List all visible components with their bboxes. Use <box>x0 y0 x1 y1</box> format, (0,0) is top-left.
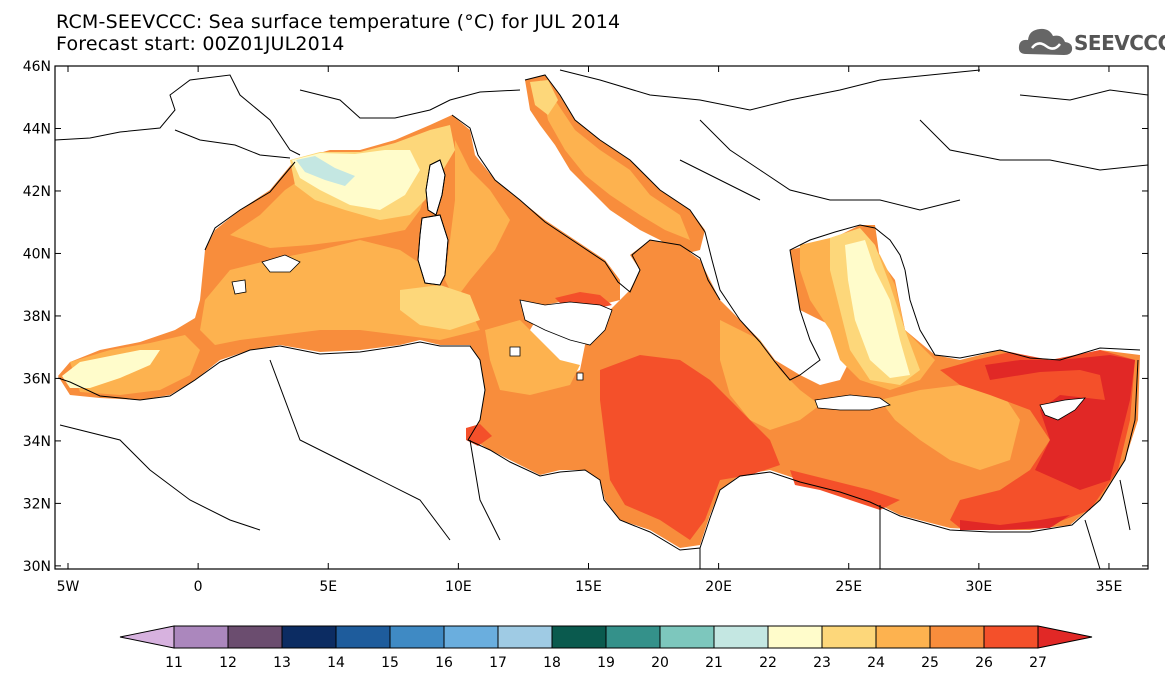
colorbar-swatch <box>605 625 661 649</box>
colorbar-swatch <box>281 625 337 649</box>
lat-tick-label: 46N <box>23 59 51 75</box>
hot-zones <box>960 355 1135 530</box>
islands <box>231 159 1086 421</box>
colorbar-swatch <box>821 625 877 649</box>
coastline-balkans <box>599 139 906 381</box>
levantine-warm-core <box>985 355 1135 490</box>
ionian-libyan-warm <box>600 355 780 540</box>
colorbar-swatch <box>659 625 715 649</box>
aegean-cool <box>845 240 910 378</box>
colorbar-swatch <box>389 625 445 649</box>
borders-africa <box>59 359 1131 569</box>
colorbar-label: 18 <box>543 655 561 671</box>
lon-tick-label: 10E <box>445 579 472 595</box>
colorbar-swatch <box>173 625 229 649</box>
gulf-of-lion-coldest <box>296 156 355 186</box>
colorbar-swatch <box>497 625 553 649</box>
sicilian-islet <box>509 346 521 357</box>
ionian-south-moderate <box>720 320 820 430</box>
colorbar-swatch <box>713 625 769 649</box>
lon-tick-label: 15E <box>575 579 602 595</box>
colorbar-label: 11 <box>165 655 183 671</box>
colorbar-swatch <box>227 625 283 649</box>
lat-tick-label: 38N <box>23 309 51 325</box>
chart-title: RCM-SEEVCCC: Sea surface temperature (°C… <box>56 11 621 33</box>
colorbar-label: 20 <box>651 655 669 671</box>
colorbar-label: 24 <box>867 655 885 671</box>
colorbar-label: 19 <box>597 655 615 671</box>
lat-tick-label: 32N <box>23 496 51 512</box>
colorbar-label: 16 <box>435 655 453 671</box>
colorbar-label: 15 <box>381 655 399 671</box>
seevccc-logo: SEEVCCC <box>1018 22 1165 62</box>
latitude-axis: 30N 32N 34N 36N 38N 40N 42N 44N 46N <box>23 59 1148 575</box>
lon-tick-label: 20E <box>705 579 732 595</box>
colorbar-label: 14 <box>327 655 345 671</box>
colorbar-label: 25 <box>921 655 939 671</box>
lat-tick-label: 36N <box>23 371 51 387</box>
colorbar-swatch <box>335 625 391 649</box>
lon-tick-label: 0 <box>194 579 203 595</box>
coastline-levant-africa <box>279 341 1139 551</box>
forecast-start-subtitle: Forecast start: 00Z01JUL2014 <box>56 33 345 55</box>
colorbar-arrow-low <box>119 625 175 649</box>
colorbar-swatch <box>983 625 1039 649</box>
cyprus <box>1039 397 1086 421</box>
coastline-iberia-france <box>55 74 301 401</box>
lat-tick-label: 44N <box>23 121 51 137</box>
crete <box>814 394 891 411</box>
lon-tick-label: 25E <box>835 579 862 595</box>
adriatic-north-moderate <box>540 80 690 240</box>
coastline-turkey <box>904 269 1141 361</box>
lat-tick-label: 42N <box>23 184 51 200</box>
levant-moderate <box>880 385 1020 470</box>
lat-tick-label: 30N <box>23 559 51 575</box>
sicily-strait-cool <box>400 285 480 330</box>
libyan-coast-warm <box>790 470 900 510</box>
cloud-icon <box>1018 28 1073 55</box>
sardinia-corsica-outline <box>417 159 449 286</box>
lat-tick-label: 40N <box>23 246 51 262</box>
cool-zones <box>62 80 920 388</box>
colorbar-swatch <box>767 625 823 649</box>
coastline-italy <box>451 74 721 301</box>
colorbar-arrow-high <box>1037 625 1093 649</box>
map-frame <box>54 65 1149 570</box>
colorbar-label: 13 <box>273 655 291 671</box>
lon-tick-label: 5W <box>57 579 80 595</box>
longitude-axis: 5W 0 5E 10E 15E 20E 25E 30E 35E <box>57 66 1123 595</box>
ibiza <box>231 279 247 295</box>
gulf-of-gabes-warm <box>466 424 492 446</box>
lat-tick-label: 34N <box>23 434 51 450</box>
lon-tick-label: 35E <box>1096 579 1123 595</box>
colorbar-label: 27 <box>1029 655 1047 671</box>
colorbar-label: 21 <box>705 655 723 671</box>
mallorca <box>261 254 301 273</box>
tyrrhenian-moderate <box>445 140 510 300</box>
malta <box>576 372 584 381</box>
colorbar: 11 12 13 14 15 16 17 18 19 20 21 22 23 24 25 26 27 <box>119 625 1093 671</box>
sicily <box>519 299 613 346</box>
colorbar-swatch <box>443 625 499 649</box>
logo-text: SEEVCCC <box>1074 31 1165 55</box>
levant-south-hot <box>960 515 1070 530</box>
coastlines <box>55 69 1148 569</box>
colorbar-swatch <box>929 625 985 649</box>
colorbar-swatch <box>875 625 931 649</box>
colorbar-label: 12 <box>219 655 237 671</box>
colorbar-label: 23 <box>813 655 831 671</box>
colorbar-label: 17 <box>489 655 507 671</box>
lon-tick-label: 30E <box>966 579 993 595</box>
adriatic-head-cool <box>530 80 558 115</box>
alboran-cool <box>62 350 160 388</box>
colorbar-label: 22 <box>759 655 777 671</box>
sicily-channel-moderate <box>485 320 580 395</box>
lon-tick-label: 5E <box>319 579 337 595</box>
colorbar-swatch <box>551 625 607 649</box>
map-field <box>55 69 1148 569</box>
colorbar-label: 26 <box>975 655 993 671</box>
borders-europe <box>174 69 1148 211</box>
